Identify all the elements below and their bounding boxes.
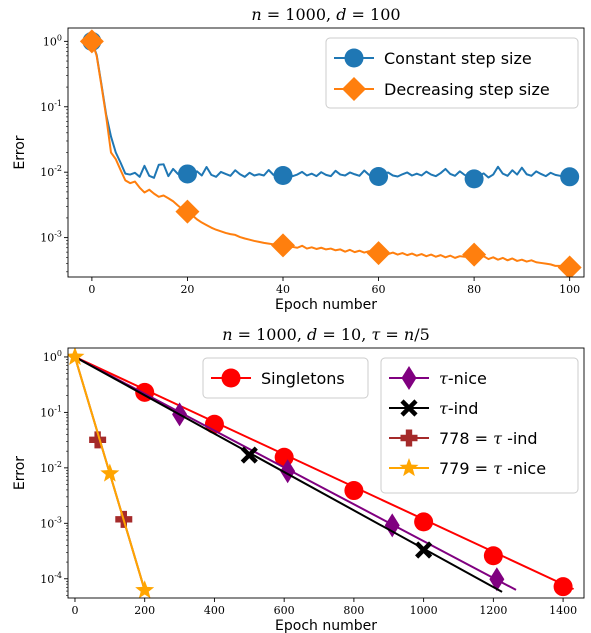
data-point <box>79 29 104 54</box>
data-point <box>462 242 487 267</box>
series-line <box>90 41 570 269</box>
legend: Constant step size Decreasing step size <box>325 37 579 109</box>
x-tick-label: 1000 <box>410 604 438 617</box>
data-point <box>414 512 434 532</box>
legend-item-779-nice: 779 = τ -nice <box>389 458 546 478</box>
plot-area <box>68 348 574 598</box>
data-point <box>135 580 155 598</box>
legend-marker <box>221 368 241 388</box>
data-point <box>553 577 573 597</box>
legend-marker <box>400 429 418 447</box>
y-axis-label: Error <box>12 456 28 490</box>
legend-label: Decreasing step size <box>384 80 550 99</box>
legend-box <box>325 37 579 109</box>
plot-area <box>79 29 582 277</box>
legend-label: 778 = τ -ind <box>439 429 538 448</box>
x-tick-label: 1400 <box>549 604 577 617</box>
data-point <box>177 164 197 184</box>
x-tick-label: 600 <box>274 604 295 617</box>
legend-marker <box>401 366 417 390</box>
x-axis: 0 20 40 60 80 100 Epoch number <box>88 277 580 313</box>
data-point <box>483 546 503 566</box>
data-point <box>280 459 296 484</box>
x-axis-label: Epoch number <box>275 618 377 633</box>
legend-marker <box>400 399 418 417</box>
x-tick-label: 80 <box>467 283 481 296</box>
series-779-nice <box>68 348 155 598</box>
series-line <box>74 356 503 593</box>
data-point <box>89 431 107 449</box>
y-tick-label: 100 <box>43 33 62 48</box>
data-point <box>271 233 295 258</box>
y-tick-label: 10-1 <box>40 99 62 114</box>
x-axis-label: Epoch number <box>275 297 377 313</box>
data-point <box>175 199 200 224</box>
legend-label: τ-nice <box>439 369 487 388</box>
legend-marker <box>399 458 419 477</box>
x-tick-label: 200 <box>134 604 155 617</box>
data-point <box>240 446 258 464</box>
data-point <box>384 513 400 538</box>
data-point <box>100 463 120 482</box>
data-point <box>489 567 505 592</box>
legend-label: 779 = τ -nice <box>439 459 546 478</box>
x-tick-label: 0 <box>71 604 78 617</box>
chart-title: n = 1000, d = 10, τ = n/5 <box>222 325 430 344</box>
legend-label: τ-ind <box>439 399 478 418</box>
legend-label: Singletons <box>261 369 345 388</box>
legend-item-singletons: Singletons <box>211 368 345 388</box>
series-nice <box>74 356 517 592</box>
legend-item-nice: τ-nice <box>389 366 487 390</box>
y-tick-label: 10-3 <box>40 515 62 530</box>
series-line <box>74 356 517 591</box>
y-tick-label: 10-1 <box>40 404 62 419</box>
y-tick-label: 10-2 <box>40 164 62 179</box>
data-point <box>68 348 85 366</box>
x-tick-label: 100 <box>559 283 580 296</box>
x-axis: 0 200 400 600 800 1000 1200 1400 Epoch number <box>71 598 577 633</box>
x-tick-label: 800 <box>343 604 364 617</box>
y-tick-label: 100 <box>43 349 62 364</box>
legend-box <box>380 357 579 494</box>
data-point <box>344 481 364 501</box>
series-decreasing-step-size <box>79 29 582 277</box>
legend-marker <box>342 77 366 101</box>
data-point <box>273 166 293 186</box>
chart-title: n = 1000, d = 100 <box>251 5 400 24</box>
x-tick-label: 20 <box>180 283 194 296</box>
data-point <box>369 166 389 186</box>
x-tick-label: 0 <box>88 283 95 296</box>
series-line <box>90 41 570 180</box>
x-tick-label: 60 <box>372 283 386 296</box>
x-tick-label: 40 <box>276 283 290 296</box>
legend-item-decreasing-step-size: Decreasing step size <box>334 77 550 101</box>
legend-item-constant-step-size: Constant step size <box>334 48 532 68</box>
y-axis: 100 10-1 10-2 10-3 10-4 Error <box>12 349 68 596</box>
x-tick-label: 1200 <box>479 604 507 617</box>
data-point <box>557 255 582 277</box>
series-ind <box>74 356 503 593</box>
y-tick-label: 10-4 <box>40 571 62 586</box>
y-axis-label: Error <box>12 135 28 169</box>
chart-2: n = 1000, d = 10, τ = n/5 0 200 400 600 800 10… <box>12 325 585 633</box>
data-point <box>560 167 580 187</box>
legend-item-778-ind: 778 = τ -ind <box>389 429 538 448</box>
data-point <box>415 541 433 559</box>
legend: Singletons τ-nice τ-ind 778 = τ -ind 779 = τ… <box>202 357 579 494</box>
legend-box <box>202 357 369 399</box>
y-tick-label: 10-2 <box>40 460 62 475</box>
y-tick-label: 10-3 <box>40 230 62 245</box>
data-point <box>464 169 484 189</box>
x-tick-label: 400 <box>204 604 225 617</box>
y-axis: 100 10-1 10-2 10-3 Error <box>12 33 68 273</box>
legend-marker <box>344 48 364 68</box>
legend-label: Constant step size <box>384 49 532 68</box>
chart-1: n = 1000, d = 100 0 20 40 60 80 100 Epoch numbe… <box>12 5 585 313</box>
legend-item-ind: τ-ind <box>389 399 478 418</box>
data-point <box>366 241 391 266</box>
